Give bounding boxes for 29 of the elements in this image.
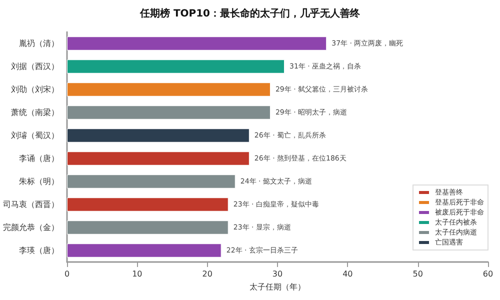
x-tick-label: 50 (412, 270, 423, 278)
bar (67, 82, 270, 96)
y-tick-label: 朱标（明） (19, 177, 59, 186)
y-tick-label: 司马衷（西晋） (3, 200, 59, 209)
y-tick-label: 刘据（西汉） (11, 62, 59, 71)
y-tick-label: 胤礽（清） (19, 39, 59, 48)
y-tick-label: 完颜允恭（金） (3, 223, 59, 232)
y-tick-label: 李诵（唐） (19, 154, 59, 163)
bar (67, 36, 327, 50)
chart-title: 任期榜 TOP10：最长命的太子们，几乎无人善终 (138, 8, 362, 20)
x-tick-label: 20 (202, 270, 212, 278)
bar (67, 128, 250, 142)
bar (67, 106, 270, 120)
x-tick-label: 0 (64, 270, 70, 278)
x-tick-label: 30 (272, 270, 283, 278)
y-tick-label: 刘劭（刘宋） (11, 85, 59, 94)
y-tick-label: 李瑛（唐） (19, 246, 59, 255)
bar (67, 198, 228, 212)
x-axis-title: 太子任期（年） (250, 282, 306, 292)
bar (67, 152, 250, 166)
bar (67, 174, 236, 188)
bar (67, 220, 228, 234)
x-tick-label: 40 (342, 270, 353, 278)
bar (67, 60, 285, 74)
y-tick-label: 刘璿（蜀汉） (11, 131, 59, 140)
bar (67, 244, 222, 258)
y-tick-label: 萧统（南梁） (11, 108, 59, 117)
x-tick-label: 60 (482, 270, 494, 278)
x-tick-label: 10 (132, 270, 142, 278)
